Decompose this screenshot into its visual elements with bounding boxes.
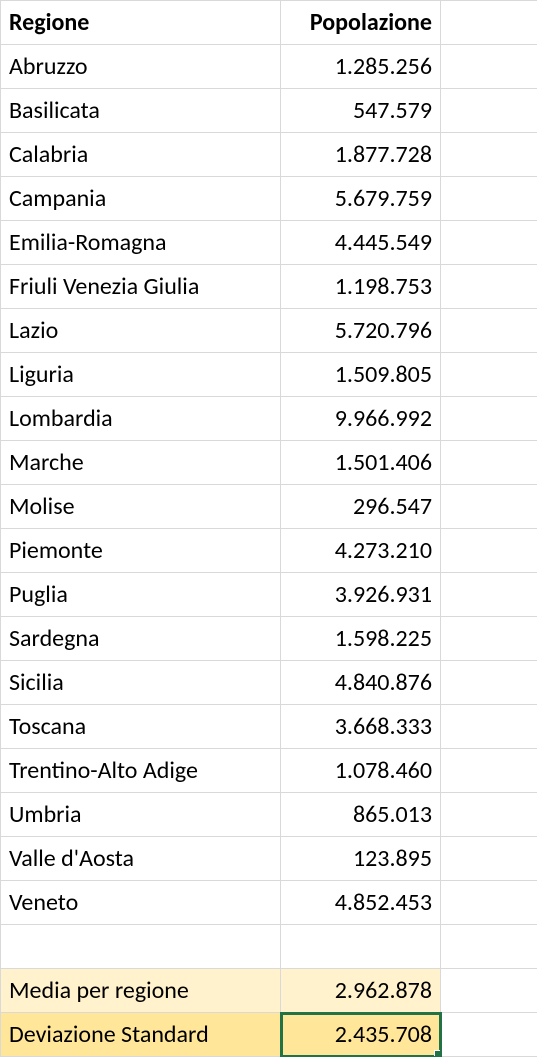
table-row: Lombardia9.966.992 xyxy=(1,397,537,441)
table-row: Sardegna1.598.225 xyxy=(1,617,537,661)
cell-empty[interactable] xyxy=(441,309,537,353)
cell-empty[interactable] xyxy=(441,881,537,925)
cell-population[interactable]: 1.877.728 xyxy=(281,133,441,177)
cell-region[interactable]: Piemonte xyxy=(1,529,281,573)
cell-region[interactable]: Molise xyxy=(1,485,281,529)
cell-region[interactable]: Sardegna xyxy=(1,617,281,661)
cell-population[interactable]: 296.547 xyxy=(281,485,441,529)
cell-region[interactable]: Trentino-Alto Adige xyxy=(1,749,281,793)
summary-mean-value[interactable]: 2.962.878 xyxy=(281,969,441,1013)
table-row: Lazio5.720.796 xyxy=(1,309,537,353)
cell-empty[interactable] xyxy=(441,661,537,705)
cell-region[interactable]: Basilicata xyxy=(1,89,281,133)
cell-empty[interactable] xyxy=(441,969,537,1013)
table-row: Trentino-Alto Adige1.078.460 xyxy=(1,749,537,793)
blank-row xyxy=(1,925,537,969)
cell-population[interactable]: 9.966.992 xyxy=(281,397,441,441)
cell-empty[interactable] xyxy=(441,441,537,485)
table-row: Toscana3.668.333 xyxy=(1,705,537,749)
cell-empty[interactable] xyxy=(441,1013,537,1057)
header-population[interactable]: Popolazione xyxy=(281,1,441,45)
cell-population[interactable]: 5.720.796 xyxy=(281,309,441,353)
table-row: Veneto4.852.453 xyxy=(1,881,537,925)
table-row: Valle d'Aosta123.895 xyxy=(1,837,537,881)
cell-region[interactable]: Umbria xyxy=(1,793,281,837)
table-row: Abruzzo1.285.256 xyxy=(1,45,537,89)
table-row: Liguria1.509.805 xyxy=(1,353,537,397)
cell-region[interactable]: Toscana xyxy=(1,705,281,749)
cell-empty[interactable] xyxy=(441,133,537,177)
cell-region[interactable]: Friuli Venezia Giulia xyxy=(1,265,281,309)
cell-region[interactable]: Campania xyxy=(1,177,281,221)
summary-row-stddev: Deviazione Standard 2.435.708 xyxy=(1,1013,537,1057)
table-row: Basilicata547.579 xyxy=(1,89,537,133)
table-row: Calabria1.877.728 xyxy=(1,133,537,177)
table-row: Umbria865.013 xyxy=(1,793,537,837)
cell-empty[interactable] xyxy=(1,925,281,969)
cell-empty[interactable] xyxy=(441,617,537,661)
cell-empty[interactable] xyxy=(441,529,537,573)
cell-empty[interactable] xyxy=(441,397,537,441)
cell-region[interactable]: Sicilia xyxy=(1,661,281,705)
summary-mean-label[interactable]: Media per regione xyxy=(1,969,281,1013)
cell-population[interactable]: 3.668.333 xyxy=(281,705,441,749)
cell-empty[interactable] xyxy=(441,573,537,617)
spreadsheet-table[interactable]: Regione Popolazione Abruzzo1.285.256Basi… xyxy=(0,0,537,1057)
cell-empty[interactable] xyxy=(441,177,537,221)
table-row: Puglia3.926.931 xyxy=(1,573,537,617)
cell-region[interactable]: Lombardia xyxy=(1,397,281,441)
cell-empty[interactable] xyxy=(441,705,537,749)
table-row: Campania5.679.759 xyxy=(1,177,537,221)
cell-population[interactable]: 1.285.256 xyxy=(281,45,441,89)
cell-region[interactable]: Puglia xyxy=(1,573,281,617)
cell-population[interactable]: 4.445.549 xyxy=(281,221,441,265)
cell-region[interactable]: Abruzzo xyxy=(1,45,281,89)
table-row: Emilia-Romagna4.445.549 xyxy=(1,221,537,265)
table-row: Friuli Venezia Giulia1.198.753 xyxy=(1,265,537,309)
cell-empty[interactable] xyxy=(281,925,441,969)
cell-empty[interactable] xyxy=(441,45,537,89)
cell-region[interactable]: Marche xyxy=(1,441,281,485)
cell-population[interactable]: 1.501.406 xyxy=(281,441,441,485)
summary-stddev-value[interactable]: 2.435.708 xyxy=(281,1013,441,1057)
cell-population[interactable]: 1.598.225 xyxy=(281,617,441,661)
table-row: Piemonte4.273.210 xyxy=(1,529,537,573)
header-empty[interactable] xyxy=(441,1,537,45)
cell-population[interactable]: 5.679.759 xyxy=(281,177,441,221)
cell-population[interactable]: 547.579 xyxy=(281,89,441,133)
table-row: Molise296.547 xyxy=(1,485,537,529)
cell-population[interactable]: 4.852.453 xyxy=(281,881,441,925)
cell-empty[interactable] xyxy=(441,265,537,309)
cell-region[interactable]: Veneto xyxy=(1,881,281,925)
cell-empty[interactable] xyxy=(441,221,537,265)
header-region[interactable]: Regione xyxy=(1,1,281,45)
cell-region[interactable]: Liguria xyxy=(1,353,281,397)
cell-empty[interactable] xyxy=(441,353,537,397)
table-row: Sicilia4.840.876 xyxy=(1,661,537,705)
cell-population[interactable]: 1.198.753 xyxy=(281,265,441,309)
header-row: Regione Popolazione xyxy=(1,1,537,45)
summary-stddev-label[interactable]: Deviazione Standard xyxy=(1,1013,281,1057)
cell-population[interactable]: 1.078.460 xyxy=(281,749,441,793)
summary-row-mean: Media per regione 2.962.878 xyxy=(1,969,537,1013)
cell-population[interactable]: 4.840.876 xyxy=(281,661,441,705)
cell-empty[interactable] xyxy=(441,793,537,837)
cell-population[interactable]: 865.013 xyxy=(281,793,441,837)
cell-population[interactable]: 1.509.805 xyxy=(281,353,441,397)
cell-region[interactable]: Calabria xyxy=(1,133,281,177)
cell-population[interactable]: 4.273.210 xyxy=(281,529,441,573)
cell-population[interactable]: 3.926.931 xyxy=(281,573,441,617)
cell-empty[interactable] xyxy=(441,925,537,969)
cell-empty[interactable] xyxy=(441,749,537,793)
cell-region[interactable]: Emilia-Romagna xyxy=(1,221,281,265)
cell-empty[interactable] xyxy=(441,485,537,529)
cell-population[interactable]: 123.895 xyxy=(281,837,441,881)
table-row: Marche1.501.406 xyxy=(1,441,537,485)
cell-region[interactable]: Lazio xyxy=(1,309,281,353)
cell-empty[interactable] xyxy=(441,837,537,881)
cell-empty[interactable] xyxy=(441,89,537,133)
cell-region[interactable]: Valle d'Aosta xyxy=(1,837,281,881)
